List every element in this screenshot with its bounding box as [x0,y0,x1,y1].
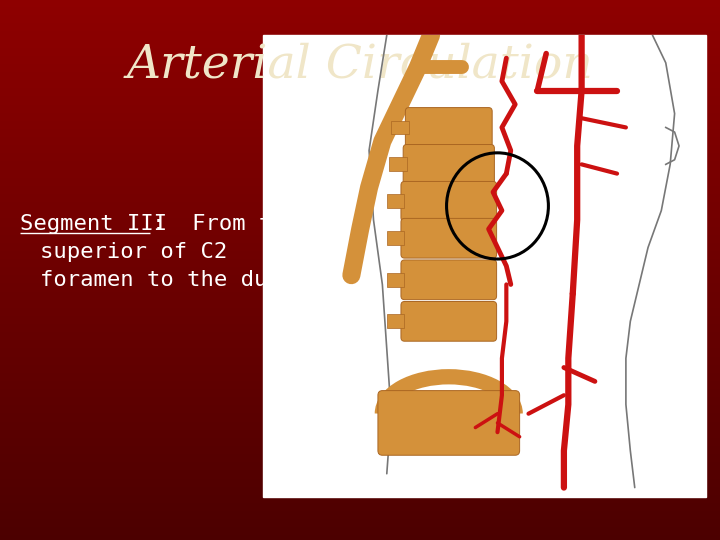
Bar [391,120,409,134]
Text: Arterial Circulation: Arterial Circulation [127,42,593,87]
FancyBboxPatch shape [401,218,497,258]
Bar [263,35,706,497]
Text: foramen to the dura: foramen to the dura [40,270,294,290]
FancyBboxPatch shape [403,145,495,184]
Bar [389,158,407,171]
FancyBboxPatch shape [401,301,497,341]
Bar [387,273,405,287]
Text: superior of C2: superior of C2 [40,242,228,262]
FancyBboxPatch shape [378,390,520,455]
Bar [387,314,405,328]
FancyBboxPatch shape [405,107,492,147]
FancyBboxPatch shape [401,181,497,221]
Bar [387,194,405,208]
Text: :  From the: : From the [152,214,299,234]
FancyBboxPatch shape [401,260,497,300]
Bar [387,231,405,245]
Text: Segment III: Segment III [20,214,167,234]
